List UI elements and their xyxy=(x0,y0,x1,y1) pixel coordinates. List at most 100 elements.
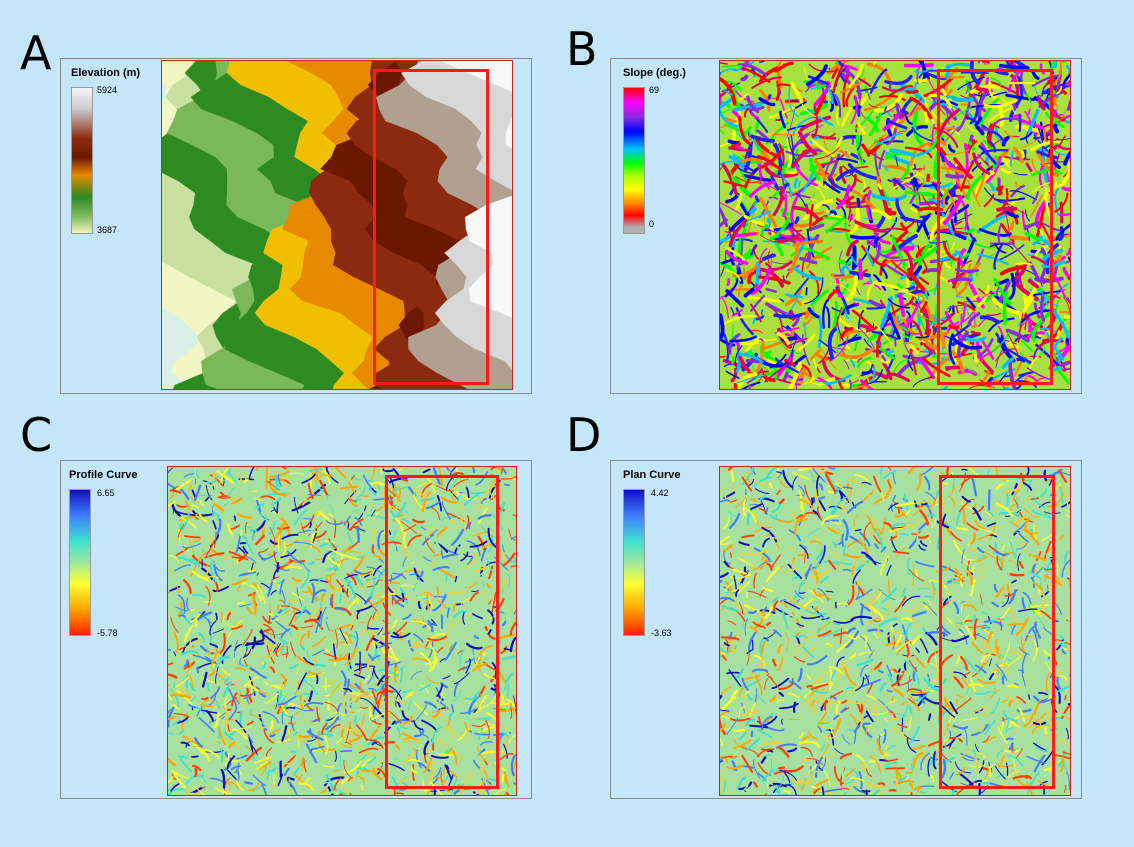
raster-streak xyxy=(242,648,252,658)
raster-streak xyxy=(804,247,830,261)
raster-streak xyxy=(436,752,454,756)
raster-streak xyxy=(748,130,759,151)
raster-streak xyxy=(874,543,879,550)
raster-streak xyxy=(975,664,987,674)
raster-streak xyxy=(440,559,446,564)
raster-streak xyxy=(1022,137,1042,148)
raster-streak xyxy=(209,620,217,636)
raster-streak xyxy=(1023,507,1040,518)
raster-streak xyxy=(850,615,872,621)
raster-streak xyxy=(839,77,866,94)
raster-streak xyxy=(773,600,779,612)
raster-streak xyxy=(1046,138,1070,141)
raster-streak xyxy=(861,481,872,486)
raster-streak xyxy=(473,567,487,573)
raster-streak xyxy=(748,724,769,729)
raster-streak xyxy=(866,695,876,700)
raster-streak xyxy=(798,180,802,188)
raster-streak xyxy=(991,478,1014,485)
raster-streak xyxy=(426,676,440,684)
raster-streak xyxy=(497,502,506,519)
raster-streak xyxy=(860,244,886,268)
raster-streak xyxy=(840,329,859,339)
raster-streak xyxy=(371,711,391,721)
raster-streak xyxy=(168,758,177,767)
raster-streak xyxy=(779,298,785,303)
raster-streak xyxy=(844,219,853,246)
raster-streak xyxy=(841,787,850,791)
raster-streak xyxy=(782,788,791,794)
raster-streak xyxy=(733,175,753,198)
raster-streak xyxy=(233,762,240,774)
raster-streak xyxy=(996,177,1001,192)
raster-streak xyxy=(961,252,970,259)
raster-streak xyxy=(919,506,932,523)
raster-streak xyxy=(1011,483,1018,496)
raster-streak xyxy=(1010,748,1018,753)
raster-streak xyxy=(479,762,484,775)
raster-streak xyxy=(403,596,422,602)
raster-streak xyxy=(272,609,281,617)
raster-streak xyxy=(402,715,413,724)
raster-streak xyxy=(760,641,766,655)
raster-streak xyxy=(273,705,289,711)
raster-streak xyxy=(768,482,773,489)
raster-streak xyxy=(316,674,319,685)
raster-streak xyxy=(1002,711,1017,722)
raster-streak xyxy=(366,615,372,631)
panel-letter-a: A xyxy=(20,26,52,80)
raster-streak xyxy=(178,524,185,538)
raster-streak xyxy=(901,328,923,335)
raster-streak xyxy=(913,500,918,508)
raster-streak xyxy=(168,555,180,563)
raster-streak xyxy=(944,310,965,340)
raster-streak xyxy=(796,634,808,638)
raster-streak xyxy=(739,103,765,112)
raster-streak xyxy=(205,710,215,722)
raster-streak xyxy=(720,129,725,135)
raster-streak xyxy=(1048,478,1052,486)
raster-streak xyxy=(873,322,893,345)
raster-streak xyxy=(419,729,425,736)
raster-streak xyxy=(384,467,387,471)
raster-streak xyxy=(457,649,463,655)
raster-streak xyxy=(454,544,461,556)
raster-streak xyxy=(281,652,290,656)
raster-streak xyxy=(956,571,965,579)
raster-streak xyxy=(742,467,755,479)
raster-streak xyxy=(864,636,868,650)
raster-streak xyxy=(759,248,768,278)
raster-streak xyxy=(783,771,791,784)
raster-streak xyxy=(853,298,871,305)
raster-streak xyxy=(884,245,915,258)
raster-streak xyxy=(849,777,865,782)
raster-streak xyxy=(996,244,1025,262)
raster-streak xyxy=(901,617,913,622)
raster-streak xyxy=(799,544,809,559)
raster-streak xyxy=(1033,290,1061,296)
raster-streak xyxy=(381,592,397,599)
raster-streak xyxy=(865,782,884,789)
raster-streak xyxy=(357,632,367,635)
raster-streak xyxy=(869,103,879,109)
raster-streak xyxy=(392,468,400,476)
raster-streak xyxy=(457,495,460,503)
raster-streak xyxy=(764,500,779,507)
raster-streak xyxy=(845,767,856,778)
raster-streak xyxy=(760,756,767,764)
raster-streak xyxy=(925,604,934,615)
raster-streak xyxy=(811,105,819,139)
raster-streak xyxy=(318,732,334,737)
raster-streak xyxy=(448,769,458,778)
raster-streak xyxy=(727,139,740,145)
raster-streak xyxy=(234,697,239,705)
raster-streak xyxy=(494,788,506,795)
raster-streak xyxy=(481,777,488,787)
raster-streak xyxy=(939,108,961,136)
raster-streak xyxy=(190,564,198,577)
raster-streak xyxy=(451,704,455,713)
raster-streak xyxy=(464,655,486,659)
raster-streak xyxy=(742,706,756,714)
raster-streak xyxy=(945,666,955,682)
raster-streak xyxy=(729,499,737,503)
